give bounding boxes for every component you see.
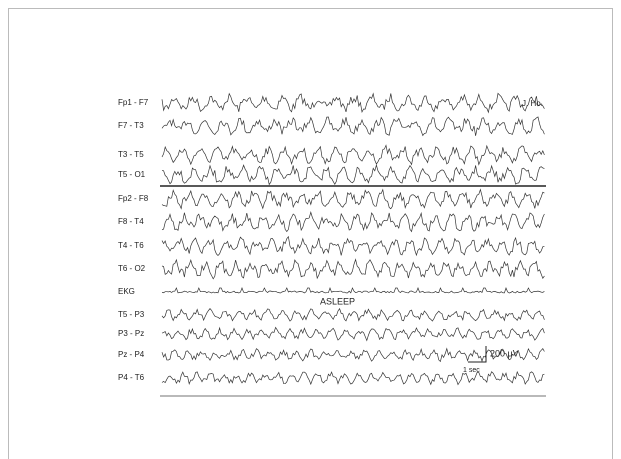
annotation: J. Ho. (522, 99, 543, 108)
channel-label: T5 - P3 (118, 310, 145, 319)
channel-label: Fp1 - F7 (118, 98, 149, 107)
page: J. Ho. ASLEEP 200 μV 1 sec Fp1 - F7 F7 - … (0, 0, 621, 459)
channel-label: P3 - Pz (118, 329, 144, 338)
channel-label: T4 - T6 (118, 241, 144, 250)
scale-time: 1 sec (463, 367, 480, 374)
channel-label: Pz - P4 (118, 350, 145, 359)
channel-label: EKG (118, 287, 135, 296)
channel-label: F7 - T3 (118, 121, 144, 130)
frame (9, 9, 613, 459)
channel-label: T6 - O2 (118, 264, 146, 273)
scale-amplitude: 200 μV (490, 348, 519, 358)
channel-label: T5 - O1 (118, 170, 146, 179)
state-label: ASLEEP (320, 296, 355, 306)
channel-label: T3 - T5 (118, 150, 144, 159)
channel-label: P4 - T6 (118, 373, 145, 382)
channel-label: F8 - T4 (118, 217, 144, 226)
channel-label: Fp2 - F8 (118, 194, 149, 203)
